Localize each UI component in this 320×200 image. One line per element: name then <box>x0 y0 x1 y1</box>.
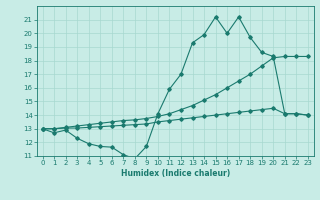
X-axis label: Humidex (Indice chaleur): Humidex (Indice chaleur) <box>121 169 230 178</box>
